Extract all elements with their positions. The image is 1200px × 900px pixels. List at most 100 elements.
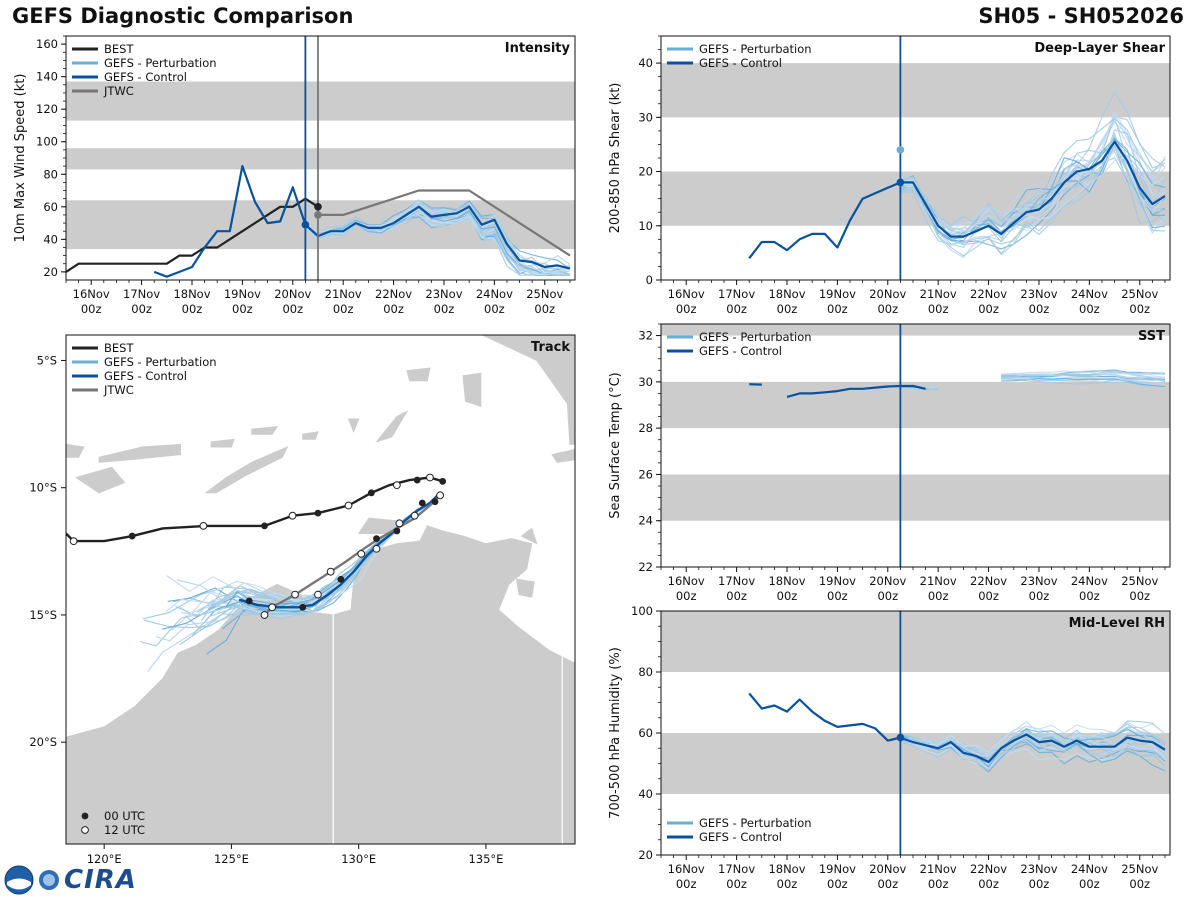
perturbation-member-line (305, 210, 570, 276)
track-marker-00utc (337, 575, 345, 583)
plot-area (661, 63, 1170, 259)
x-tick-day-label: 20Nov (274, 287, 311, 301)
track-marker-12utc (344, 501, 353, 510)
perturbation-member-line (305, 205, 571, 272)
panel-title: SST (1138, 329, 1165, 344)
track-marker-00utc (413, 476, 421, 484)
shaded-band-1 (661, 63, 1170, 118)
x-tick-hour-label: 00z (1029, 877, 1050, 891)
x-tick-day-label: 21Nov (920, 862, 957, 876)
lat-tick-label: 5°S (37, 353, 57, 367)
perturbation-member-line (900, 135, 1166, 259)
y-tick-label: 0 (646, 273, 653, 287)
perturbation-member-line (900, 117, 1166, 227)
x-tick-hour-label: 00z (434, 302, 455, 316)
x-tick-hour-label: 00z (978, 877, 999, 891)
kolepom-island (551, 448, 575, 463)
y-tick-label: 30 (638, 375, 653, 389)
yamdena-island (375, 410, 409, 443)
legend-label: GEFS - Control (699, 344, 782, 358)
series-line-gefs-control (786, 384, 926, 398)
perturbation-member-line (1001, 370, 1166, 378)
y-tick-label: 28 (638, 421, 653, 435)
track-marker-12utc (314, 590, 322, 599)
y-axis-label: 700-500 hPa Humidity (%) (608, 647, 623, 819)
x-tick-day-label: 18Nov (768, 862, 805, 876)
y-tick-label: 100 (36, 135, 58, 149)
series-line-gefs-control (748, 692, 1166, 764)
perturbation-member-line (900, 113, 1166, 227)
x-tick-hour-label: 00z (1129, 877, 1150, 891)
x-tick-day-label: 16Nov (668, 862, 705, 876)
panel-3: 2040608010016Nov00z17Nov00z18Nov00z19Nov… (608, 604, 1171, 891)
leti-island (302, 431, 319, 440)
x-tick-day-label: 22Nov (375, 287, 412, 301)
y-axis-label: 10m Max Wind Speed (kt) (13, 74, 28, 243)
series-line-jtwc (318, 189, 571, 257)
x-tick-day-label: 24Nov (476, 287, 513, 301)
track-marker-12utc (291, 590, 299, 599)
x-tick-day-label: 20Nov (869, 287, 906, 301)
legend-label: JTWC (103, 84, 134, 98)
track-marker-00utc (393, 527, 401, 535)
x-tick-hour-label: 00z (777, 877, 798, 891)
panel-0: 2040608010012014016016Nov00z17Nov00z18No… (13, 35, 576, 316)
x-tick-day-label: 18Nov (173, 287, 210, 301)
legend-label: GEFS - Control (104, 70, 187, 84)
lon-tick-label: 120°E (87, 852, 122, 866)
x-tick-day-label: 22Nov (970, 574, 1007, 588)
track-marker-12utc (372, 544, 381, 553)
legend-marker-12utc (81, 826, 89, 834)
x-tick-day-label: 23Nov (425, 287, 462, 301)
series-line-best (66, 197, 319, 273)
x-tick-day-label: 22Nov (970, 287, 1007, 301)
track-marker-00utc (418, 499, 426, 507)
x-tick-hour-label: 00z (1079, 589, 1100, 603)
x-tick-hour-label: 00z (827, 589, 848, 603)
x-tick-hour-label: 00z (333, 302, 354, 316)
x-tick-day-label: 23Nov (1020, 287, 1057, 301)
x-tick-hour-label: 00z (1029, 589, 1050, 603)
plot-area (66, 81, 575, 278)
x-tick-day-label: 24Nov (1071, 862, 1108, 876)
y-tick-label: 60 (638, 726, 653, 740)
babar-island (347, 418, 360, 434)
x-tick-day-label: 17Nov (718, 574, 755, 588)
map-area (66, 335, 575, 844)
perturbation-member-line (900, 736, 1166, 769)
cira-logo-text: CIRA (64, 865, 137, 895)
x-tick-hour-label: 00z (827, 877, 848, 891)
x-tick-hour-label: 00z (777, 589, 798, 603)
x-tick-hour-label: 00z (978, 302, 999, 316)
legend-label: BEST (104, 341, 134, 355)
x-tick-hour-label: 00z (1129, 302, 1150, 316)
perturbation-member-line (1001, 377, 1166, 387)
perturbation-member-line (900, 116, 1166, 236)
y-tick-label: 10 (638, 219, 653, 233)
y-tick-label: 100 (631, 604, 653, 618)
australia-landmass (66, 525, 575, 844)
y-tick-label: 24 (638, 514, 653, 528)
shaded-band-1 (661, 381, 1170, 429)
sumba-island (75, 466, 126, 494)
x-tick-day-label: 19Nov (819, 574, 856, 588)
cira-globe-icon (39, 870, 59, 890)
track-marker-12utc (326, 567, 335, 576)
x-tick-hour-label: 00z (1129, 589, 1150, 603)
wessel-islands (520, 527, 538, 545)
x-tick-day-label: 25Nov (1121, 574, 1158, 588)
track-marker-00utc (439, 477, 447, 485)
x-tick-hour-label: 00z (676, 877, 697, 891)
panel-frame (660, 323, 1171, 568)
series-line-gefs-control (748, 140, 1166, 259)
track-marker-00utc (431, 498, 439, 506)
x-tick-day-label: 23Nov (1020, 862, 1057, 876)
x-tick-hour-label: 00z (1079, 302, 1100, 316)
legend-label: GEFS - Perturbation (104, 56, 217, 70)
alor-island (210, 438, 235, 448)
y-axis-label: 200-850 hPa Shear (kt) (608, 83, 623, 234)
lon-tick-label: 125°E (214, 852, 249, 866)
x-tick-hour-label: 00z (726, 877, 747, 891)
x-tick-day-label: 21Nov (920, 574, 957, 588)
panel-title: Deep-Layer Shear (1034, 41, 1165, 56)
